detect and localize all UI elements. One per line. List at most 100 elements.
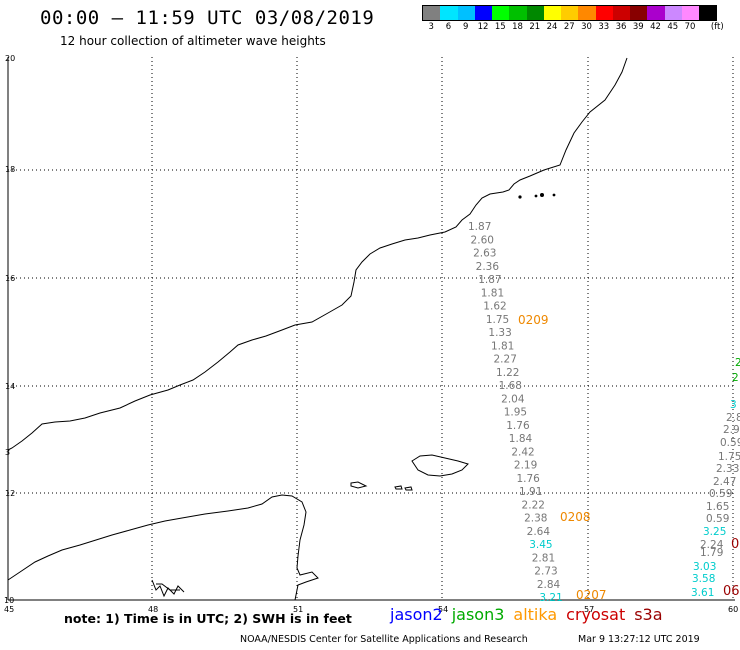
edge-wave-height-label: 3.03 — [693, 561, 716, 573]
edge-wave-height-label: 2.47 — [713, 476, 736, 488]
color-scale-tick: 18 — [512, 22, 523, 32]
color-swatch — [699, 6, 717, 20]
edge-wave-height-label: 3.61 — [691, 587, 714, 599]
color-swatch — [457, 6, 475, 20]
color-scale-tick: 24 — [546, 22, 558, 32]
track-time-label: 0207 — [576, 588, 607, 602]
wave-height-label: 1.62 — [483, 301, 506, 313]
wave-height-label: 2.19 — [514, 460, 537, 472]
wave-height-label: 2.64 — [527, 526, 551, 538]
legend-s3a: s3a — [634, 605, 663, 624]
color-swatch — [509, 6, 527, 20]
color-scale-tick: 27 — [563, 22, 575, 32]
credit-line: NOAA/NESDIS Center for Satellite Applica… — [240, 634, 528, 645]
wave-height-label: 1.81 — [481, 287, 504, 299]
lat-label-18: 18 — [5, 165, 15, 174]
wave-height-label: 2.84 — [537, 579, 561, 591]
lat-label-extra: 3 — [5, 448, 10, 457]
wave-height-label: 2.60 — [471, 234, 494, 246]
edge-wave-height-label: 3 — [730, 399, 737, 411]
edge-wave-height-label: 2.24 — [700, 539, 724, 551]
legend-jason2: jason2 — [390, 605, 443, 624]
lat-label-10: 10 — [4, 596, 14, 605]
color-scale-tick: 36 — [615, 22, 627, 32]
legend-jason3: jason3 — [451, 605, 505, 624]
color-scale-tick: (ft) — [710, 22, 724, 32]
wave-height-label: 1.95 — [504, 407, 527, 419]
color-scale-tick: 42 — [650, 22, 661, 32]
color-scale-tick: 6 — [445, 22, 452, 32]
track-time-label: 0208 — [560, 510, 591, 524]
generated-timestamp: Mar 9 13:27:12 UTC 2019 — [578, 634, 700, 645]
lon-label-60: 60 — [728, 605, 738, 614]
track-time-label: 0209 — [518, 313, 549, 327]
wave-height-label: 2.81 — [532, 552, 555, 564]
edge-wave-height-label: 1.79 — [700, 547, 723, 559]
wave-height-label: 1.87 — [478, 274, 501, 286]
wave-height-label: 2.27 — [494, 354, 517, 366]
map-title: 00:00 – 11:59 UTC 03/08/2019 — [40, 7, 375, 29]
color-swatch — [526, 6, 544, 20]
color-swatch — [492, 6, 510, 20]
color-scale-tick: 33 — [598, 22, 610, 32]
color-scale-tick: 3 — [428, 22, 434, 32]
edge-time-label: 0 — [731, 537, 739, 552]
legend-altika: altika — [513, 605, 558, 624]
color-swatch — [474, 6, 492, 20]
color-swatch — [630, 6, 648, 20]
units-note: note: 1) Time is in UTC; 2) SWH is in fe… — [64, 611, 352, 626]
edge-wave-height-label: 0.59 — [706, 513, 729, 525]
edge-wave-height-label: 2.33 — [716, 463, 739, 475]
color-scale-tick: 9 — [463, 22, 469, 32]
wave-height-label: 2.22 — [522, 499, 545, 511]
edge-wave-height-label: 3.58 — [692, 573, 715, 585]
darsa-island — [394, 485, 413, 491]
wave-height-label: 1.75 — [486, 314, 509, 326]
lon-label-51: 51 — [293, 605, 303, 614]
wave-height-label: 1.76 — [506, 420, 530, 432]
abd-al-kuri-island — [350, 481, 368, 489]
wave-height-label: 1.22 — [496, 367, 519, 379]
lon-label-54: 54 — [438, 605, 448, 614]
lat-label-14: 14 — [5, 382, 15, 391]
color-scale-bar — [422, 5, 718, 21]
wave-height-label: 1.76 — [516, 473, 540, 485]
color-swatch — [561, 6, 579, 20]
color-scale-tick: 15 — [494, 22, 506, 32]
color-swatch — [440, 6, 458, 20]
edge-wave-height-label: 3.25 — [703, 526, 726, 538]
lon-label-48: 48 — [148, 605, 158, 614]
color-scale-labels: 3 6 9 12 15 18 21 24 27 30 33 36 39 42 45 70 (ft) — [422, 22, 740, 34]
coastline-somalia — [7, 494, 319, 601]
kuria-muria-islands — [518, 193, 556, 199]
socotra-island — [411, 454, 469, 477]
satellite-legend: jason2 jason3 altika cryosat s3a — [390, 605, 672, 624]
wave-height-label: 1.33 — [488, 327, 511, 339]
wave-height-label: 2.42 — [511, 446, 534, 458]
lon-label-45: 45 — [4, 605, 14, 614]
color-swatch — [595, 6, 613, 20]
color-swatch — [664, 6, 682, 20]
wave-height-label: 2.04 — [501, 393, 525, 405]
color-scale-tick: 70 — [684, 22, 696, 32]
wave-height-label: 1.84 — [509, 433, 533, 445]
edge-wave-height-label: 1.65 — [706, 501, 729, 513]
color-scale-tick: 21 — [529, 22, 541, 32]
wave-height-label: 2.63 — [473, 248, 496, 260]
lat-lon-grid — [8, 57, 735, 600]
edge-wave-height-label: 2 — [732, 372, 739, 384]
altimeter-track: 1.872.602.632.361.871.811.621.751.331.81… — [468, 221, 607, 604]
color-scale-tick: 12 — [477, 22, 489, 32]
color-swatch — [612, 6, 630, 20]
edge-wave-height-label: 2.8 — [726, 412, 740, 424]
coastal-islets — [151, 579, 185, 598]
edge-time-label: 06 — [723, 584, 740, 599]
edge-wave-height-label: 1.75 — [718, 451, 740, 463]
lon-label-57: 57 — [584, 605, 594, 614]
edge-wave-height-label: 2.9 — [723, 424, 740, 436]
color-scale-tick: 45 — [667, 22, 679, 32]
color-scale-tick: 30 — [581, 22, 592, 32]
color-swatch — [681, 6, 699, 20]
altimeter-track-right-edge: 1.650.593.252.241.793.033.583.612232.82.… — [691, 357, 740, 599]
